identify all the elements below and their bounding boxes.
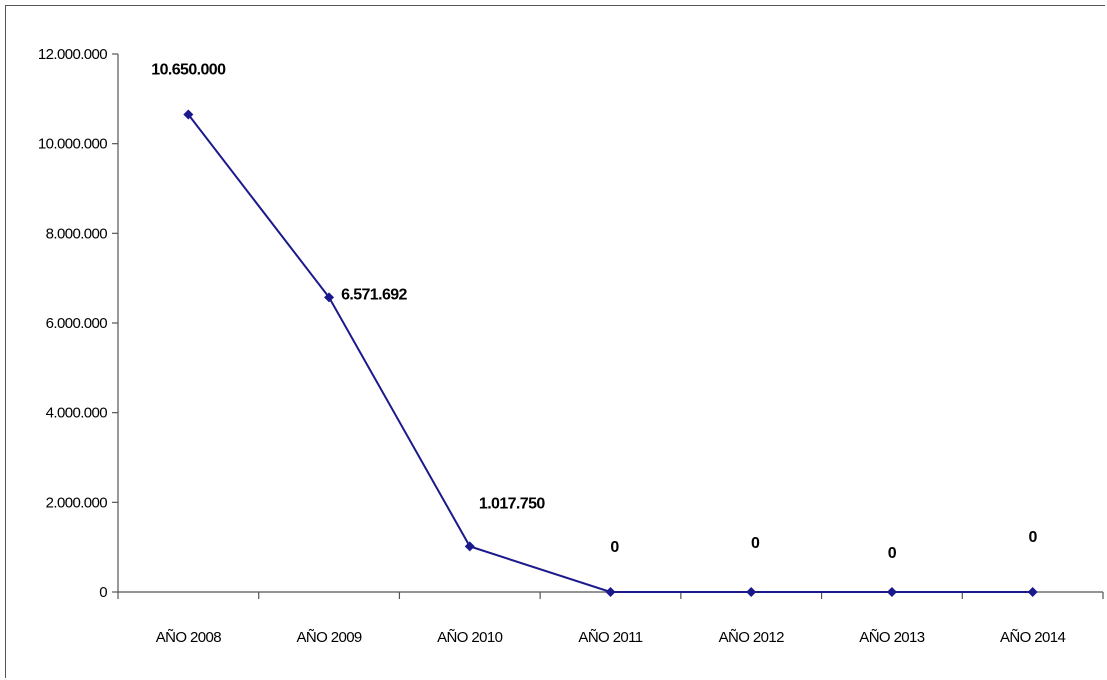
data-label: 0 bbox=[751, 535, 760, 552]
series-markers bbox=[183, 109, 1038, 597]
data-labels: 10.650.000 6.571.692 1.017.750 0 0 0 0 bbox=[151, 62, 1038, 562]
data-label: 10.650.000 bbox=[151, 62, 226, 79]
y-tick-label: 10.000.000 bbox=[38, 136, 107, 153]
data-point-marker bbox=[183, 109, 194, 120]
data-label: 6.571.692 bbox=[341, 286, 407, 303]
series-polyline bbox=[187, 113, 1033, 593]
x-tick-label: AÑO 2012 bbox=[719, 629, 784, 646]
data-label: 0 bbox=[1028, 529, 1037, 546]
data-label: 0 bbox=[888, 545, 897, 562]
y-tick-label: 6.000.000 bbox=[46, 315, 108, 332]
x-tick-label: AÑO 2009 bbox=[296, 629, 361, 646]
y-axis-ticks: 0 2.000.000 4.000.000 6.000.000 8.000.000 10.… bbox=[38, 46, 118, 601]
data-point-marker bbox=[605, 587, 616, 597]
data-point-marker bbox=[746, 587, 757, 597]
axes bbox=[117, 54, 1103, 593]
x-axis-ticks: AÑO 2008 AÑO 2009 AÑO 2010 AÑO 2011 AÑO 2012… bbox=[117, 592, 1104, 646]
y-tick-label: 2.000.000 bbox=[46, 494, 108, 511]
y-tick-label: 4.000.000 bbox=[46, 405, 108, 422]
y-tick-label: 0 bbox=[99, 584, 107, 601]
x-tick-label: AÑO 2010 bbox=[437, 629, 502, 646]
y-tick-label: 12.000.000 bbox=[38, 46, 107, 63]
x-tick-label: AÑO 2014 bbox=[1000, 629, 1065, 646]
x-tick-label: AÑO 2008 bbox=[156, 629, 221, 646]
data-point-marker bbox=[886, 587, 897, 597]
data-point-marker bbox=[324, 292, 335, 303]
data-point-marker bbox=[1027, 587, 1038, 597]
x-tick-label: AÑO 2011 bbox=[578, 629, 642, 646]
data-point-marker bbox=[464, 541, 475, 552]
x-tick-label: AÑO 2013 bbox=[859, 629, 924, 646]
y-tick-label: 8.000.000 bbox=[46, 225, 108, 242]
data-label: 0 bbox=[610, 539, 619, 556]
data-label: 1.017.750 bbox=[479, 495, 545, 512]
series-line bbox=[187, 113, 1033, 593]
